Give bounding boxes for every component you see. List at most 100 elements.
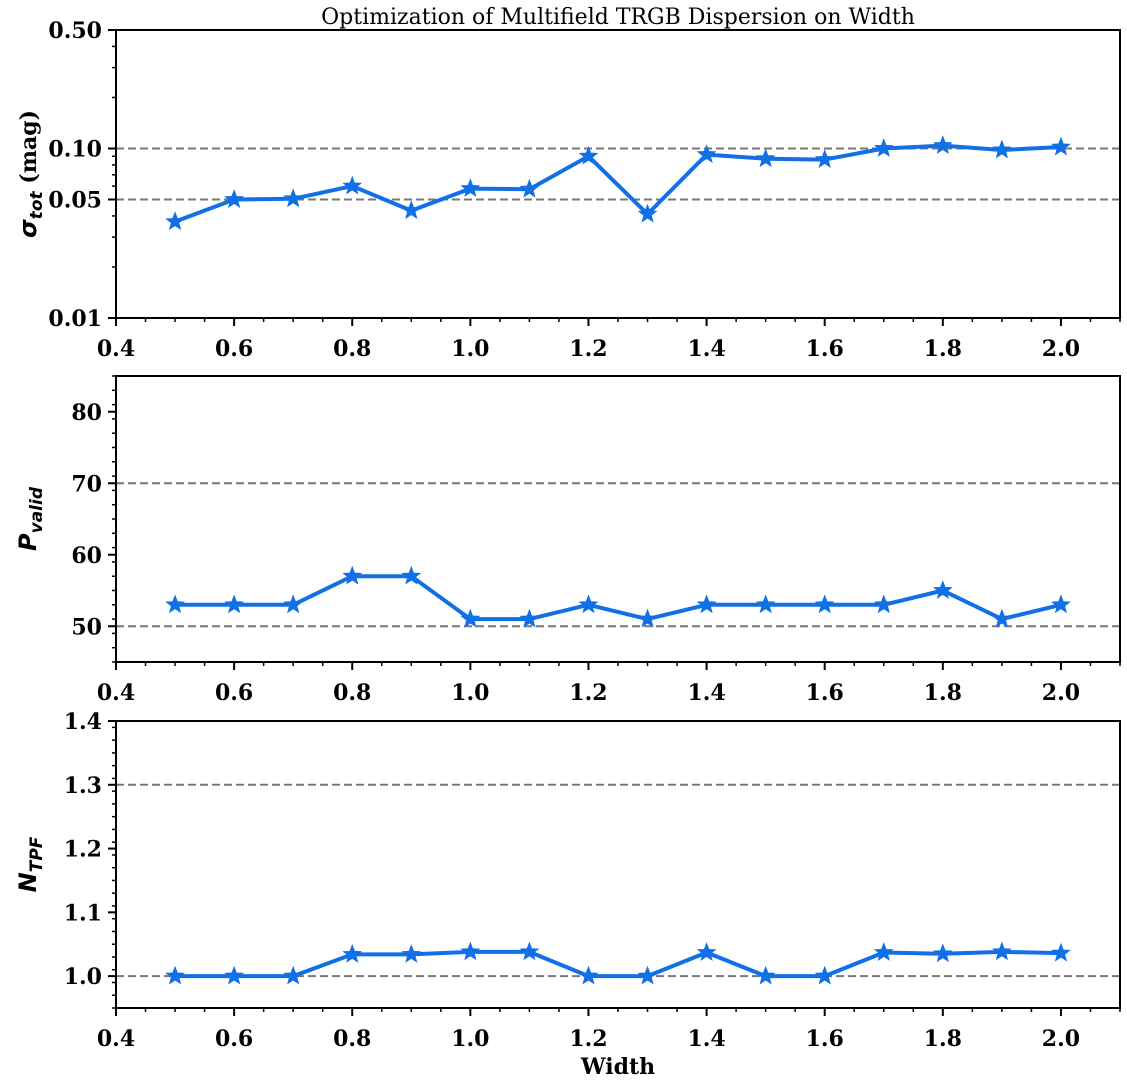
data-point-star: [578, 145, 599, 165]
data-point-star: [755, 594, 776, 614]
plot-frame: [115, 720, 1121, 1009]
y-tick-label: 1.2: [64, 837, 102, 863]
data-point-star: [401, 200, 422, 220]
y-tick-label: 1.1: [64, 900, 102, 926]
y-tick-label: 0.10: [48, 136, 102, 162]
data-point-star: [578, 594, 599, 614]
data-point-star: [224, 594, 245, 614]
y-tick-label: 50: [71, 614, 102, 640]
plot-frame: [115, 375, 1121, 663]
data-point-star: [991, 608, 1012, 628]
x-tick-label: 1.2: [569, 680, 607, 706]
x-tick-label: 0.4: [97, 680, 135, 706]
x-tick-label: 1.0: [451, 336, 489, 362]
data-point-star: [342, 565, 363, 585]
x-tick-label: 1.6: [806, 1026, 844, 1052]
data-point-star: [637, 203, 658, 223]
data-point-star: [814, 965, 835, 985]
data-point-star: [814, 149, 835, 169]
data-point-star: [696, 942, 717, 961]
data-point-star: [755, 965, 776, 985]
y-axis-label-subscript: TPF: [27, 836, 47, 872]
data-point-star: [460, 178, 481, 198]
y-axis-label-subscript: tot: [27, 191, 47, 220]
data-point-star: [224, 965, 245, 985]
x-tick-label: 0.8: [333, 1026, 371, 1052]
data-point-star: [460, 941, 481, 961]
x-tick-label: 0.4: [97, 336, 135, 362]
y-tick-label: 0.50: [48, 18, 102, 44]
data-point-star: [401, 944, 422, 963]
plot-frame: [115, 29, 1121, 319]
x-tick-label: 0.6: [215, 336, 253, 362]
panels-group: 0.4 0.6 0.8 1.0 1.2 1.4 1.6 1.8 2.0 0.01 0.05 0.10 0…: [14, 18, 1121, 1052]
x-tick-label: 0.8: [333, 336, 371, 362]
data-point-star: [165, 211, 185, 231]
x-tick-label: 1.6: [806, 336, 844, 362]
x-tick-label: 1.8: [924, 1026, 962, 1052]
series-line: [175, 574, 1062, 622]
x-tick-label: 1.0: [451, 1026, 489, 1052]
y-tick-label: 1.3: [64, 773, 102, 799]
data-point-star: [755, 148, 776, 168]
x-tick-label: 1.4: [687, 1026, 725, 1052]
y-axis-label: σtot (mag): [14, 110, 47, 238]
x-tick-label: 1.8: [924, 336, 962, 362]
y-tick-label: 0.01: [48, 306, 102, 332]
x-tick-label: 2.0: [1042, 680, 1080, 706]
data-point-star: [873, 942, 894, 961]
y-tick-label: 1.4: [64, 709, 102, 735]
data-point-star: [283, 188, 304, 208]
x-tick-label: 2.0: [1042, 1026, 1080, 1052]
x-axis-label: Width: [580, 1054, 655, 1080]
series-line: [174, 143, 1062, 224]
data-point-star: [342, 944, 363, 963]
data-point-star: [932, 943, 953, 963]
data-point-star: [1051, 594, 1071, 614]
x-tick-label: 1.0: [451, 680, 489, 706]
x-tick-label: 1.2: [569, 336, 607, 362]
y-axis-label-symbol: σ: [14, 219, 42, 238]
y-axis-label: NTPF: [14, 836, 47, 892]
data-point-star: [283, 594, 304, 614]
data-point-star: [165, 965, 185, 985]
data-point-star: [578, 965, 599, 985]
y-axis-label-symbol: N: [14, 872, 42, 892]
data-point-star: [637, 965, 658, 985]
data-point-star: [401, 565, 422, 585]
series-line: [175, 949, 1061, 979]
data-point-star: [814, 594, 835, 614]
x-tick-label: 1.8: [924, 680, 962, 706]
y-tick-label: 70: [71, 471, 102, 497]
x-tick-label: 1.2: [569, 1026, 607, 1052]
y-tick-label: 0.05: [48, 188, 102, 214]
data-point-star: [342, 175, 363, 195]
data-point-star: [991, 139, 1012, 159]
data-point-star: [519, 941, 540, 961]
data-point-star: [1051, 942, 1071, 962]
x-tick-label: 0.6: [215, 1026, 253, 1052]
y-axis-label-subscript: valid: [27, 486, 47, 533]
panel-3: 0.4 0.6 0.8 1.0 1.2 1.4 1.6 1.8 2.0 1.0 1.1 1.2 1.3 1…: [14, 709, 1121, 1052]
panel-2: 0.4 0.6 0.8 1.0 1.2 1.4 1.6 1.8 2.0 50 60 70 80 Pvali…: [14, 375, 1121, 706]
data-point-star: [1051, 136, 1071, 156]
x-tick-label: 1.4: [687, 336, 725, 362]
x-tick-label: 1.4: [687, 680, 725, 706]
x-tick-label: 0.8: [333, 680, 371, 706]
panel-1: 0.4 0.6 0.8 1.0 1.2 1.4 1.6 1.8 2.0 0.01 0.05 0.10 0…: [14, 18, 1121, 362]
chart-title: Optimization of Multifield TRGB Dispersi…: [321, 5, 915, 30]
data-point-star: [637, 608, 658, 628]
data-point-star: [696, 594, 717, 614]
y-axis-label-symbol: P: [14, 533, 42, 551]
data-point-star: [873, 594, 894, 614]
data-point-star: [460, 608, 481, 628]
data-point-star: [991, 941, 1012, 961]
data-point-star: [932, 135, 953, 155]
y-axis-label-unit: (mag): [16, 110, 42, 191]
x-tick-label: 2.0: [1042, 336, 1080, 362]
y-tick-label: 1.0: [64, 964, 102, 990]
data-point-star: [283, 965, 304, 985]
y-tick-label: 80: [71, 400, 102, 426]
data-point-star: [932, 580, 953, 599]
